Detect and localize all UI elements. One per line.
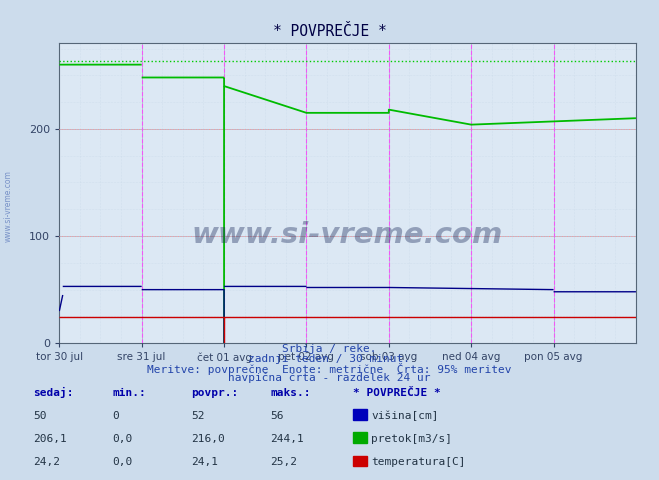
Text: 50: 50 — [33, 411, 46, 421]
Text: višina[cm]: višina[cm] — [371, 410, 438, 421]
Text: www.si-vreme.com: www.si-vreme.com — [3, 170, 13, 242]
Text: navpična črta - razdelek 24 ur: navpična črta - razdelek 24 ur — [228, 373, 431, 384]
Text: 24,2: 24,2 — [33, 457, 60, 467]
Text: 216,0: 216,0 — [191, 434, 225, 444]
Text: povpr.:: povpr.: — [191, 388, 239, 398]
Text: min.:: min.: — [112, 388, 146, 398]
Text: 52: 52 — [191, 411, 204, 421]
Text: Meritve: povprečne  Enote: metrične  Črta: 95% meritev: Meritve: povprečne Enote: metrične Črta:… — [147, 363, 512, 374]
Text: * POVPREČJE *: * POVPREČJE * — [353, 388, 440, 398]
Text: 56: 56 — [270, 411, 283, 421]
Text: 0: 0 — [112, 411, 119, 421]
Text: 206,1: 206,1 — [33, 434, 67, 444]
Text: 24,1: 24,1 — [191, 457, 218, 467]
Text: 0,0: 0,0 — [112, 457, 132, 467]
Text: Srbija / reke.: Srbija / reke. — [282, 345, 377, 354]
Text: * POVPREČJE *: * POVPREČJE * — [273, 24, 386, 39]
Text: 244,1: 244,1 — [270, 434, 304, 444]
Text: zadnji teden / 30 minut.: zadnji teden / 30 minut. — [248, 354, 411, 364]
Text: temperatura[C]: temperatura[C] — [371, 457, 465, 467]
Text: sedaj:: sedaj: — [33, 387, 73, 398]
Text: 0,0: 0,0 — [112, 434, 132, 444]
Text: www.si-vreme.com: www.si-vreme.com — [192, 221, 503, 249]
Text: maks.:: maks.: — [270, 388, 310, 398]
Text: 25,2: 25,2 — [270, 457, 297, 467]
Text: pretok[m3/s]: pretok[m3/s] — [371, 434, 452, 444]
